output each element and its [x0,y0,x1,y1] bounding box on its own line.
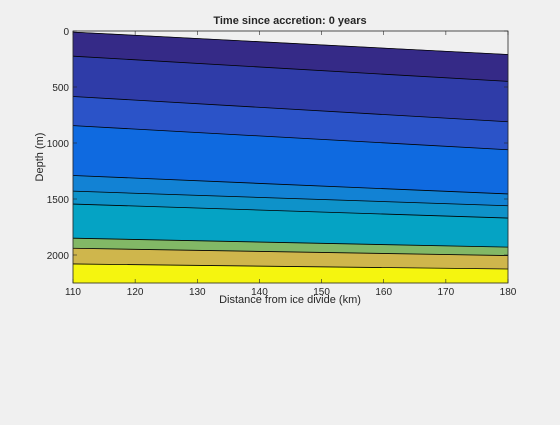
contour-line-4 [72,175,509,195]
y-tick-label: 1000 [47,139,70,150]
contour-line-8 [72,247,509,256]
axes-box [72,30,509,284]
y-tick-label: 0 [63,27,69,38]
y-tick-label: 500 [52,83,69,94]
x-tick-label: 140 [251,287,268,298]
surface-line [72,31,509,55]
x-tick-label: 120 [127,287,144,298]
contours-group [72,31,509,270]
contour-line-1 [72,55,509,82]
x-tick-label: 110 [65,287,81,298]
x-tick-label: 170 [438,287,455,298]
contour-line-2 [72,96,509,123]
contour-line-9 [72,263,509,270]
layers-group [72,31,509,284]
x-axis-label: Distance from ice divide (km) [219,294,361,306]
y-tick-label: 1500 [47,195,70,206]
y-axis-label: Depth (m) [34,133,46,182]
x-tick-label: 160 [375,287,392,298]
x-tick-label: 180 [500,287,517,298]
chart-title: Time since accretion: 0 years [213,15,366,27]
ticks-group: 110 120 130 140 150 160 170 180 0 500 1000 1500 2000 [47,27,517,298]
contour-line-6 [72,203,509,219]
contour-line-5 [72,190,509,207]
contour-line-3 [72,125,509,151]
contour-line-7 [72,237,509,248]
x-tick-label: 130 [189,287,206,298]
y-tick-label: 2000 [47,251,70,262]
x-tick-label: 150 [313,287,330,298]
